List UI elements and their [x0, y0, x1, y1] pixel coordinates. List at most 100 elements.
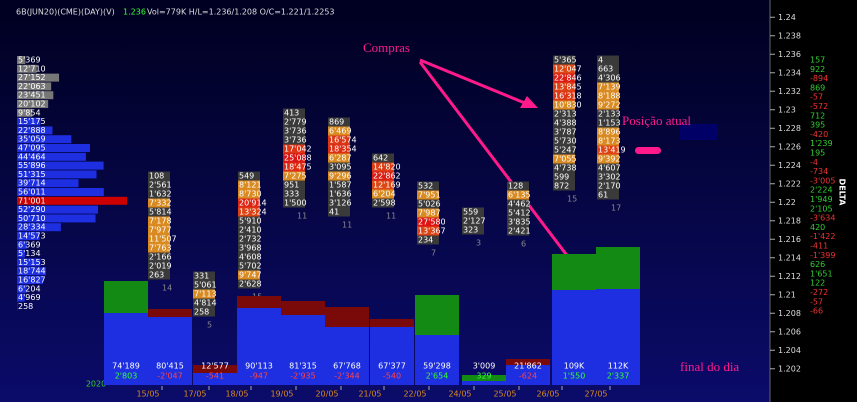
footprint-cell: [148, 252, 170, 262]
year: 2020: [86, 380, 106, 389]
annotation: final do dia: [680, 359, 739, 374]
bar-volume: 12'577: [201, 362, 229, 371]
footprint-value: 4'814: [194, 299, 217, 308]
volume-bar: [104, 313, 148, 385]
footprint-value: 5'061: [194, 281, 217, 290]
delta-value: 922: [810, 65, 825, 74]
profile-label: 22'063: [18, 82, 46, 91]
footprint-value: 18'354: [329, 145, 357, 154]
footprint-count: 14: [162, 284, 172, 293]
delta-value: -66: [810, 307, 823, 316]
date-label: 26/05: [536, 390, 559, 399]
bar-volume: 90'113: [245, 362, 273, 371]
footprint-value: 3'126: [329, 199, 352, 208]
profile-bar: [17, 276, 44, 284]
arrow: [419, 58, 533, 108]
delta-bar: [237, 296, 281, 308]
footprint-cell: [597, 127, 619, 137]
bar-volume: 3'009: [473, 362, 496, 371]
footprint-value: 3'736: [284, 127, 307, 136]
footprint-value: 4'462: [508, 200, 531, 209]
footprint-value: 6'287: [329, 154, 352, 163]
volume-bar: [325, 327, 369, 385]
footprint-count: 11: [342, 221, 352, 230]
footprint-cell: [417, 181, 439, 191]
footprint-cell: [372, 198, 394, 208]
footprint-cell: [148, 261, 170, 271]
delta-value: 2'224: [810, 186, 833, 195]
footprint-cell: [238, 207, 260, 217]
footprint-cell: [462, 216, 484, 226]
footprint-value: 7'178: [149, 217, 172, 226]
footprint-cell: [193, 271, 215, 281]
footprint-value: 4'388: [554, 119, 577, 128]
bar-delta: -947: [250, 372, 268, 381]
date-label: 20/05: [315, 390, 338, 399]
footprint-cell: [372, 180, 394, 190]
footprint-value: 4'306: [598, 74, 621, 83]
footprint-cell: [238, 243, 260, 253]
footprint-cell: [193, 307, 215, 317]
footprint-value: 2'421: [508, 227, 531, 236]
symbol: 6B(JUN20)(CME)(DAY)(V): [16, 8, 115, 17]
profile-label: 4'969: [18, 293, 41, 302]
profile-bar: [17, 214, 96, 223]
footprint-value: 263: [149, 271, 164, 280]
footprint-value: 2'732: [239, 235, 262, 244]
profile-bar: [17, 223, 61, 232]
footprint-value: 13'367: [418, 227, 446, 236]
date-label: 25/05: [493, 390, 516, 399]
profile-label: 71'001: [18, 196, 46, 205]
stats: Vol=779K H/L=1.236/1.208 O/C=1.221/1.225…: [147, 8, 335, 17]
footprint-cell: [553, 154, 575, 164]
footprint-cell: [553, 145, 575, 155]
footprint-cell: [417, 217, 439, 227]
axis-area: [770, 0, 857, 402]
footprint-value: 642: [373, 154, 388, 163]
footprint-cell: [148, 216, 170, 226]
volume-bar: [148, 317, 192, 385]
footprint-value: 3'736: [284, 136, 307, 145]
delta-value: -3'634: [810, 214, 835, 223]
footprint-cell: [597, 82, 619, 92]
footprint-cell: [283, 171, 305, 181]
bar-delta: 2'803: [115, 372, 138, 381]
footprint-cell: [553, 127, 575, 137]
footprint-value: 3'095: [329, 163, 352, 172]
profile-label: 27'152: [18, 73, 46, 82]
profile-bar: [17, 267, 47, 276]
price-label: 1.212: [778, 272, 801, 281]
footprint-value: 16'574: [329, 136, 357, 145]
footprint-cell: [553, 109, 575, 119]
footprint-cell: [597, 136, 619, 146]
profile-bar: [17, 188, 104, 196]
profile-label: 47'095: [18, 144, 46, 153]
footprint-value: 8'173: [598, 137, 621, 146]
footprint-cell: [553, 73, 575, 83]
footprint-value: 1'636: [329, 190, 352, 199]
footprint-count: 6: [521, 240, 526, 249]
footprint-cell: [328, 144, 350, 154]
footprint-cell: [507, 190, 529, 200]
delta-bar: [148, 309, 192, 317]
arrow: [418, 61, 574, 263]
footprint-cell: [238, 216, 260, 226]
footprint-value: 41: [329, 208, 339, 217]
footprint-value: 6'135: [508, 191, 531, 200]
profile-bar: [17, 126, 53, 135]
price-label: 1.236: [778, 50, 801, 59]
price-label: 1.22: [778, 198, 796, 207]
footprint-cell: [283, 126, 305, 136]
profile-label: 12'710: [18, 64, 46, 73]
bar-volume: 80'415: [156, 362, 184, 371]
profile-label: 6'369: [18, 240, 41, 249]
footprint-cell: [417, 190, 439, 200]
profile-label: 39'714: [18, 179, 46, 188]
footprint-cell: [238, 261, 260, 271]
marker-box: [680, 124, 718, 140]
footprint-value: 2'019: [149, 262, 172, 271]
bar-delta: 329: [476, 372, 491, 381]
delta-value: 712: [810, 111, 825, 120]
footprint-cell: [553, 136, 575, 146]
footprint-cell: [553, 118, 575, 128]
